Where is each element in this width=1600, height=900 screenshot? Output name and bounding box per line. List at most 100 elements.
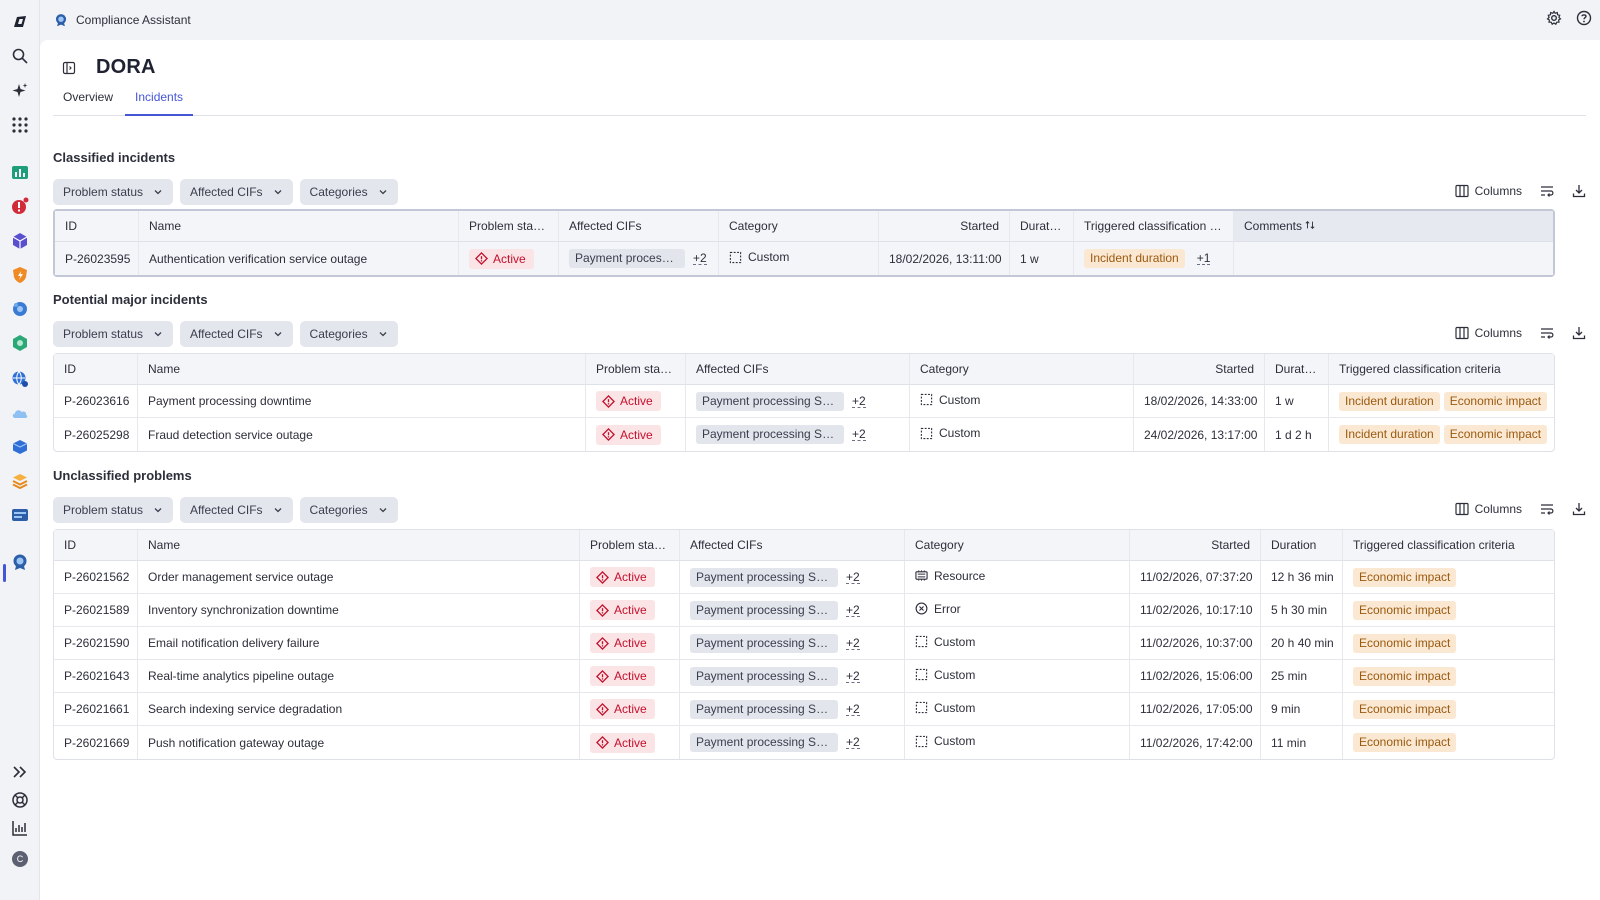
download-icon[interactable] bbox=[1572, 502, 1586, 516]
col-comments[interactable]: Comments bbox=[1234, 211, 1553, 242]
affected-cifs-cell: Payment processing SEPA +2 bbox=[680, 726, 905, 759]
col-category[interactable]: Category bbox=[905, 530, 1130, 561]
sparkle-icon[interactable] bbox=[8, 79, 32, 103]
categories-filter[interactable]: Categories bbox=[299, 179, 398, 205]
col-name[interactable]: Name bbox=[138, 530, 580, 561]
col-triggered-criteria[interactable]: Triggered classification criteria bbox=[1343, 530, 1554, 561]
download-icon[interactable] bbox=[1572, 326, 1586, 340]
col-problem-status[interactable]: Problem status bbox=[459, 211, 559, 242]
affected-cif-chip: Payment processing SEPA bbox=[690, 733, 838, 752]
table-row[interactable]: P-26021661 Search indexing service degrad… bbox=[54, 693, 1554, 726]
more-cifs-link[interactable]: +2 bbox=[846, 602, 860, 617]
search-icon[interactable] bbox=[8, 44, 32, 68]
col-affected-cifs[interactable]: Affected CIFs bbox=[559, 211, 719, 242]
section-title: Unclassified problems bbox=[53, 468, 192, 483]
settings-icon[interactable] bbox=[1546, 10, 1562, 26]
category-label: Resource bbox=[934, 568, 986, 583]
table-row[interactable]: P-26021590 Email notification delivery fa… bbox=[54, 627, 1554, 660]
criteria-chip: Incident duration bbox=[1084, 249, 1185, 268]
criteria-chip: Incident duration bbox=[1339, 391, 1440, 411]
analytics-icon[interactable] bbox=[8, 816, 32, 840]
col-problem-status[interactable]: Problem status bbox=[580, 530, 680, 561]
col-started[interactable]: Started bbox=[879, 211, 1010, 242]
col-name[interactable]: Name bbox=[138, 354, 586, 385]
problem-status-filter[interactable]: Problem status bbox=[53, 179, 174, 205]
help-icon[interactable] bbox=[1576, 10, 1592, 26]
app-shield-icon[interactable] bbox=[8, 263, 32, 287]
compliance-assistant-icon[interactable] bbox=[8, 550, 32, 574]
line-wrap-icon[interactable] bbox=[1540, 502, 1554, 516]
col-duration[interactable]: Duration bbox=[1265, 354, 1329, 385]
more-cifs-link[interactable]: +2 bbox=[693, 251, 707, 265]
col-triggered-criteria[interactable]: Triggered classification c... bbox=[1074, 211, 1234, 242]
app-box-icon[interactable] bbox=[8, 435, 32, 459]
col-name[interactable]: Name bbox=[139, 211, 459, 242]
app-layers-icon[interactable] bbox=[8, 469, 32, 493]
apps-grid-icon[interactable] bbox=[8, 113, 32, 137]
table-row[interactable]: P-26023595 Authentication verification se… bbox=[55, 242, 1553, 275]
table-row[interactable]: P-26023616 Payment processing downtime Act… bbox=[54, 385, 1554, 418]
table-row[interactable]: P-26021643 Real-time analytics pipeline o… bbox=[54, 660, 1554, 693]
line-wrap-icon[interactable] bbox=[1540, 184, 1554, 198]
potential-major-incidents-table: ID Name Problem status Affected CIFs Cat… bbox=[53, 353, 1555, 452]
more-criteria-link[interactable]: +1 bbox=[1196, 251, 1211, 265]
app-gear-icon[interactable] bbox=[8, 297, 32, 321]
app-logo-icon[interactable] bbox=[8, 10, 32, 34]
classified-incidents-table: ID Name Problem status Affected CIFs Cat… bbox=[53, 209, 1555, 277]
categories-filter[interactable]: Categories bbox=[299, 497, 398, 523]
col-started[interactable]: Started bbox=[1134, 354, 1265, 385]
expand-icon[interactable] bbox=[8, 760, 32, 784]
tab-incidents[interactable]: Incidents bbox=[125, 88, 194, 116]
sidebar-toggle-icon[interactable] bbox=[62, 61, 76, 75]
download-icon[interactable] bbox=[1572, 184, 1586, 198]
col-category[interactable]: Category bbox=[719, 211, 879, 242]
line-wrap-icon[interactable] bbox=[1540, 326, 1554, 340]
col-duration[interactable]: Duration bbox=[1261, 530, 1343, 561]
app-cloud-icon[interactable] bbox=[8, 401, 32, 425]
col-started[interactable]: Started bbox=[1130, 530, 1261, 561]
app-chart-icon[interactable] bbox=[8, 160, 32, 184]
col-problem-status[interactable]: Problem status bbox=[586, 354, 686, 385]
duration-cell: 20 h 40 min bbox=[1261, 627, 1343, 660]
table-row[interactable]: P-26025298 Fraud detection service outage… bbox=[54, 418, 1554, 451]
col-triggered-criteria[interactable]: Triggered classification criteria bbox=[1329, 354, 1554, 385]
support-icon[interactable] bbox=[8, 788, 32, 812]
col-id[interactable]: ID bbox=[54, 530, 138, 561]
more-cifs-link[interactable]: +2 bbox=[852, 393, 866, 408]
filter-bar: Problem status Affected CIFs Categories bbox=[53, 179, 398, 205]
table-row[interactable]: P-26021562 Order management service outag… bbox=[54, 561, 1554, 594]
col-affected-cifs[interactable]: Affected CIFs bbox=[686, 354, 910, 385]
user-avatar-initial: C bbox=[12, 851, 28, 867]
user-avatar[interactable]: C bbox=[8, 847, 32, 871]
columns-button[interactable]: Columns bbox=[1455, 502, 1522, 516]
page-title: DORA bbox=[96, 56, 156, 78]
affected-cifs-filter[interactable]: Affected CIFs bbox=[180, 179, 293, 205]
columns-button[interactable]: Columns bbox=[1455, 184, 1522, 198]
more-cifs-link[interactable]: +2 bbox=[846, 735, 860, 749]
table-row[interactable]: P-26021589 Inventory synchronization down… bbox=[54, 594, 1554, 627]
col-category[interactable]: Category bbox=[910, 354, 1134, 385]
affected-cifs-filter[interactable]: Affected CIFs bbox=[180, 321, 293, 347]
categories-filter[interactable]: Categories bbox=[299, 321, 398, 347]
app-database-icon[interactable] bbox=[8, 503, 32, 527]
tab-overview[interactable]: Overview bbox=[63, 90, 114, 104]
more-cifs-link[interactable]: +2 bbox=[852, 427, 866, 441]
columns-button[interactable]: Columns bbox=[1455, 326, 1522, 340]
affected-cifs-filter[interactable]: Affected CIFs bbox=[180, 497, 293, 523]
problem-status-filter[interactable]: Problem status bbox=[53, 497, 174, 523]
app-globe-icon[interactable] bbox=[8, 367, 32, 391]
app-hexagon-icon[interactable] bbox=[8, 331, 32, 355]
app-cube-icon[interactable] bbox=[8, 229, 32, 253]
app-alert-icon[interactable] bbox=[8, 194, 32, 218]
more-cifs-link[interactable]: +2 bbox=[846, 701, 860, 716]
more-cifs-link[interactable]: +2 bbox=[846, 569, 860, 584]
col-id[interactable]: ID bbox=[54, 354, 138, 385]
more-cifs-link[interactable]: +2 bbox=[846, 635, 860, 650]
col-duration[interactable]: Duration bbox=[1010, 211, 1074, 242]
more-cifs-link[interactable]: +2 bbox=[846, 668, 860, 683]
started-cell: 11/02/2026, 17:42:00 bbox=[1130, 726, 1261, 759]
problem-status-filter[interactable]: Problem status bbox=[53, 321, 174, 347]
col-id[interactable]: ID bbox=[55, 211, 139, 242]
table-row[interactable]: P-26021669 Push notification gateway outa… bbox=[54, 726, 1554, 759]
col-affected-cifs[interactable]: Affected CIFs bbox=[680, 530, 905, 561]
